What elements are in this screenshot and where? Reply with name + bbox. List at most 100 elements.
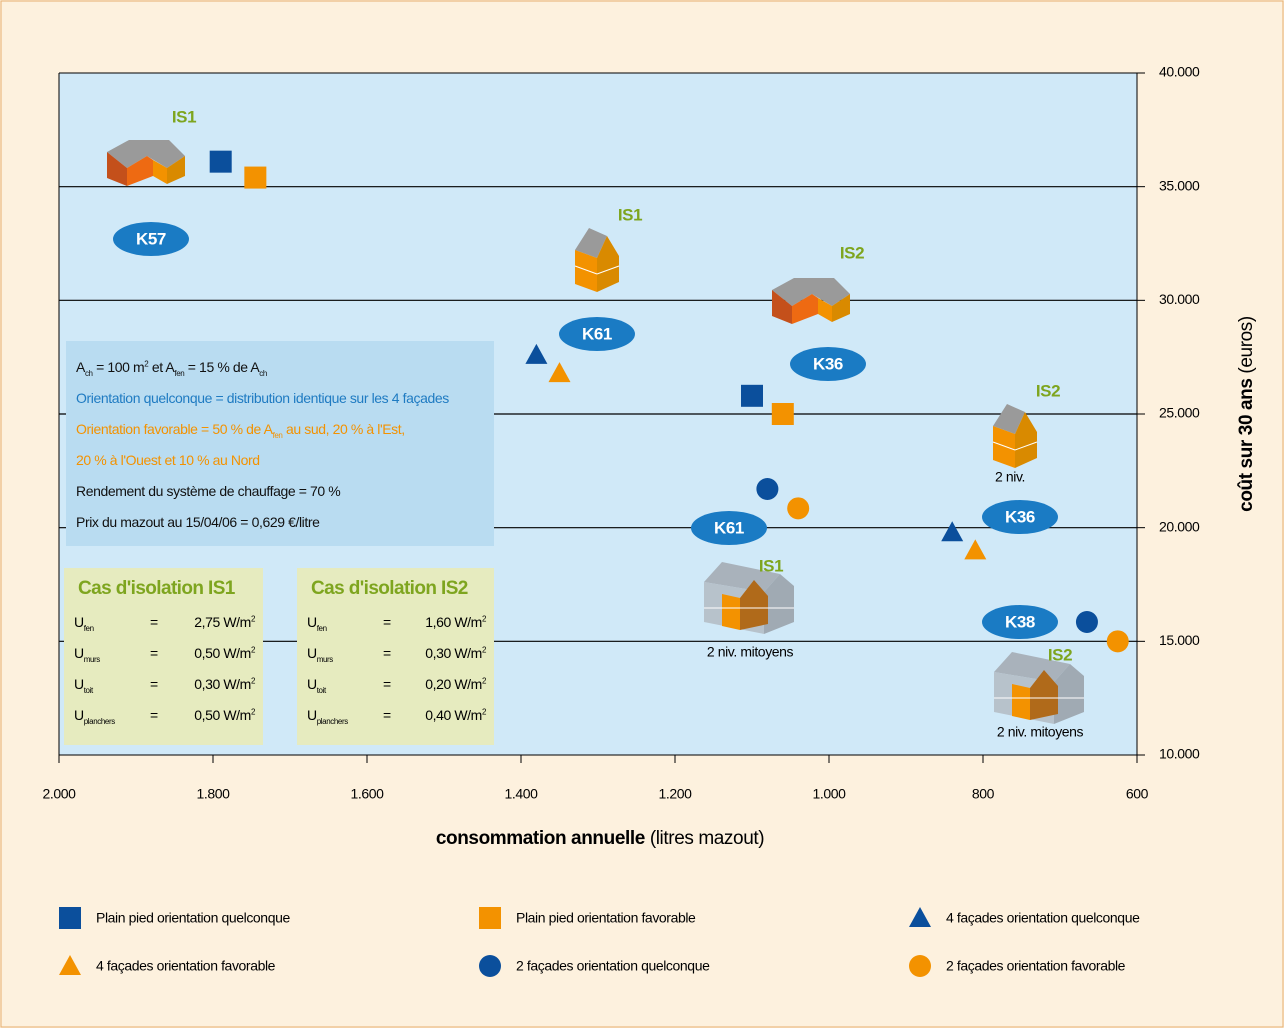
value-text: 0,20 W/m: [425, 676, 482, 692]
info-text: A: [76, 359, 85, 375]
house-face: [993, 404, 1025, 434]
house-face: [792, 294, 818, 324]
info-text: Orientation favorable = 50 % de A: [76, 421, 273, 437]
table-row: Ufen = 1,60 W/m2: [307, 614, 486, 634]
table-row: Umurs = 0,30 W/m2: [307, 645, 486, 665]
marker-square: [771, 403, 794, 425]
x-tick-label: 800: [972, 786, 995, 802]
house-face: [153, 160, 167, 184]
info-box: Ach = 100 m2 et Afen = 15 % de Ach Orient…: [66, 341, 494, 546]
house-line: [596, 265, 620, 275]
marker-circle: [756, 478, 779, 501]
y-tick-label: 15.000: [1159, 632, 1200, 648]
marker-triangle: [941, 521, 964, 542]
y-tick-label: 30.000: [1159, 291, 1200, 307]
equals: =: [150, 707, 158, 723]
value-sup: 2: [481, 614, 486, 624]
k-label: K36: [1005, 507, 1035, 526]
k-badge: [790, 347, 866, 381]
symbol-sub: fen: [316, 623, 327, 633]
k-badge: [982, 605, 1058, 639]
k-label: K38: [1005, 612, 1035, 631]
legend-label: Plain pied orientation quelconque: [96, 910, 290, 926]
x-tick-label: 600: [1126, 786, 1149, 802]
y-tick-label: 20.000: [1159, 518, 1200, 534]
house-plain-pied: [772, 278, 850, 324]
house-face: [832, 294, 850, 322]
table-is1: Cas d'isolation IS1 Ufen = 2,75 W/m2 Umurs = 0…: [64, 568, 263, 745]
info-text: Rendement du système de chauffage = 70 %: [76, 483, 341, 499]
x-axis-label: consommation annuelle (litres mazout): [436, 828, 764, 849]
legend-label: 4 façades orientation quelconque: [946, 910, 1140, 926]
k-label: K61: [714, 518, 744, 537]
info-text: fen: [174, 368, 185, 378]
house-line: [1014, 441, 1038, 451]
value: 0,50 W/m2: [194, 707, 255, 723]
equals: =: [150, 676, 158, 692]
x-tick-label: 2.000: [42, 786, 76, 802]
k-label: K61: [582, 324, 612, 343]
info-line: Rendement du système de chauffage = 70 %: [76, 483, 341, 499]
house-face: [1015, 412, 1037, 468]
info-text: 20 % à l'Ouest et 10 % au Nord: [76, 452, 260, 468]
house-line: [574, 265, 598, 275]
symbol-u: U: [307, 707, 317, 723]
house-face: [740, 580, 768, 630]
symbol: Umurs: [74, 645, 100, 664]
x-label-rest: (litres mazout): [650, 828, 764, 849]
value-text: 0,30 W/m: [194, 676, 251, 692]
is-label: IS1: [618, 205, 642, 224]
x-tick-label: 1.800: [196, 786, 230, 802]
value-sup: 2: [250, 614, 255, 624]
marker-triangle: [548, 362, 571, 383]
marker-triangle: [59, 955, 81, 975]
house-plain-pied: [107, 140, 185, 186]
marker-square: [209, 150, 232, 173]
value: 0,40 W/m2: [425, 707, 486, 723]
house-face: [704, 562, 780, 592]
is-label: IS2: [1048, 645, 1072, 664]
table-row: Umurs = 0,50 W/m2: [74, 645, 255, 665]
info-text: ch: [259, 368, 267, 378]
info-text: au sud, 20 % à l'Est,: [282, 421, 405, 437]
value-sup: 2: [481, 707, 486, 717]
value-text: 2,75 W/m: [194, 614, 251, 630]
is-label: IS2: [1036, 381, 1060, 400]
table-row: Utoit = 0,30 W/m2: [74, 676, 255, 696]
value-text: 0,50 W/m: [194, 707, 251, 723]
house-face: [722, 594, 740, 630]
note: 2 niv. mitoyens: [707, 644, 794, 660]
value-text: 1,60 W/m: [425, 614, 482, 630]
marker-circle: [479, 955, 501, 977]
house-4-facades: [992, 404, 1038, 468]
y-tick-label: 25.000: [1159, 405, 1200, 421]
marker-square: [741, 384, 763, 407]
y-label-rest: (euros): [1236, 316, 1257, 373]
equals: =: [150, 614, 158, 630]
table-row: Ufen = 2,75 W/m2: [74, 614, 255, 634]
x-tick-label: 1.200: [658, 786, 692, 802]
x-tick-label: 1.600: [350, 786, 384, 802]
y-tick-label: 35.000: [1159, 177, 1200, 193]
info-text: = 15 % de A: [184, 359, 260, 375]
marker-triangle: [525, 343, 548, 364]
marker-triangle: [964, 539, 987, 560]
marker-circle: [1075, 611, 1098, 634]
value: 2,75 W/m2: [194, 614, 255, 630]
value-text: 0,50 W/m: [194, 645, 251, 661]
house-face: [1054, 664, 1084, 724]
note: 2 niv.: [995, 469, 1025, 485]
info-line: Orientation favorable = 50 % de Afen au …: [76, 421, 405, 440]
y-label-bold: coût sur 30 ans: [1236, 378, 1257, 511]
house-face: [107, 152, 127, 186]
y-axis-label: coût sur 30 ans (euros): [1236, 316, 1257, 512]
table-title: Cas d'isolation IS1: [78, 578, 235, 599]
house-face: [575, 228, 607, 258]
house-face: [1012, 684, 1030, 720]
house-face: [994, 652, 1070, 682]
marker-circle: [909, 955, 931, 977]
value-sup: 2: [481, 676, 486, 686]
house-face: [772, 278, 850, 306]
value: 0,30 W/m2: [425, 645, 486, 661]
marker-circle: [787, 497, 810, 520]
